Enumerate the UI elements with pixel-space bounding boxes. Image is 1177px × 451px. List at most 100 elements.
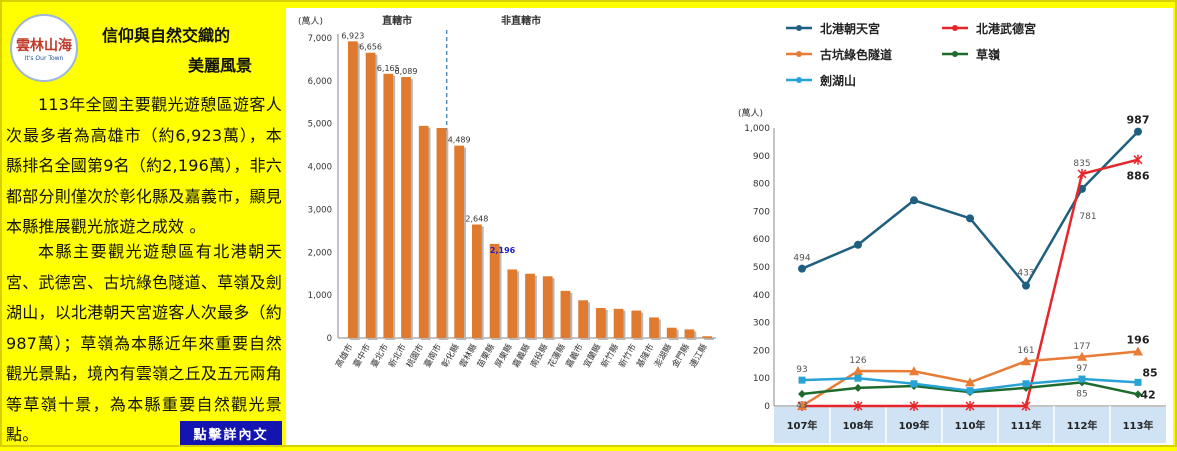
line-data-label: 177 bbox=[1073, 342, 1090, 352]
line-data-label: 494 bbox=[793, 254, 810, 264]
bar-連江縣 bbox=[702, 336, 713, 338]
line-point bbox=[1021, 401, 1031, 411]
line-point bbox=[965, 377, 975, 387]
chart-panel: (萬人) 0 1,000 2,000 3,000 4,000 5,000 6,000 7,000… bbox=[286, 8, 1173, 445]
line-y-tick-label: 700 bbox=[753, 207, 770, 217]
line-point bbox=[797, 401, 807, 410]
line-data-label: 97 bbox=[1076, 364, 1087, 374]
line-point bbox=[854, 374, 862, 382]
bar-group-label-municipal: 直轄市 bbox=[382, 14, 412, 27]
bar-彰化縣 bbox=[454, 145, 465, 338]
line-y-tick-label: 200 bbox=[753, 346, 770, 356]
bar-澎湖縣 bbox=[666, 327, 677, 338]
legend-swatch-marker bbox=[796, 25, 802, 31]
legend-label: 北港朝天宮 bbox=[820, 21, 880, 36]
line-y-tick-label: 600 bbox=[753, 235, 770, 245]
bar-臺南市 bbox=[436, 128, 447, 338]
line-x-tick-label: 110年 bbox=[955, 419, 986, 432]
bar-y-tick-label: 7,000 bbox=[308, 34, 332, 44]
text-panel: 雲林山海 It's Our Town 信仰與自然交織的 美麗風景 113年全國主… bbox=[2, 2, 286, 449]
bar-桃園市 bbox=[418, 125, 429, 338]
line-point bbox=[854, 240, 862, 249]
line-point bbox=[965, 401, 975, 411]
bar-苗栗縣 bbox=[489, 243, 500, 338]
bar-臺中市 bbox=[365, 52, 376, 338]
line-y-tick-label: 400 bbox=[753, 291, 770, 301]
bar-新竹縣 bbox=[613, 308, 624, 338]
line-point bbox=[1022, 380, 1030, 388]
line-point bbox=[798, 376, 806, 384]
line-x-tick-label: 108年 bbox=[843, 419, 874, 432]
line-data-label: 886 bbox=[1127, 170, 1150, 183]
line-data-label: 781 bbox=[1079, 212, 1096, 222]
line-y-tick-label: 900 bbox=[753, 152, 770, 162]
bar-嘉義縣 bbox=[525, 273, 535, 338]
bar-臺北市 bbox=[383, 73, 394, 339]
bar-y-tick-label: 6,000 bbox=[308, 77, 332, 87]
bar-data-label: 6,656 bbox=[359, 43, 382, 52]
line-point bbox=[1134, 390, 1142, 399]
line-y-tick-label: 300 bbox=[753, 319, 770, 329]
line-series-北港朝天宮 bbox=[801, 130, 1139, 288]
line-x-category-strip bbox=[774, 407, 1166, 443]
bar-y-tick-label: 2,000 bbox=[308, 248, 332, 258]
bar-雲林縣 bbox=[471, 224, 482, 338]
paragraph-attractions: 本縣主要觀光遊憩區有北港朝天宮、武德宮、古坑綠色隧道、草嶺及劍湖山，以北港朝天宮… bbox=[6, 242, 282, 444]
paragraph-visitor-ranking: 113年全國主要觀光遊憩區遊客人次最多者為高雄市（約6,923萬），本縣排名全國… bbox=[6, 95, 282, 236]
legend-label: 古坑綠色隧道 bbox=[820, 47, 892, 62]
line-point bbox=[1021, 356, 1031, 366]
line-point bbox=[1077, 168, 1087, 179]
bar-基隆市 bbox=[649, 317, 659, 338]
read-more-button[interactable]: 點擊詳內文 bbox=[180, 421, 282, 445]
line-point bbox=[1133, 154, 1143, 165]
bar-data-label: 2,196 bbox=[490, 246, 516, 255]
line-point bbox=[798, 264, 806, 273]
logo-subtext: It's Our Town bbox=[24, 54, 64, 62]
line-point bbox=[1134, 378, 1142, 386]
line-point bbox=[966, 387, 974, 395]
line-x-tick-label: 113年 bbox=[1123, 419, 1154, 432]
line-unit-label: (萬人) bbox=[738, 107, 763, 119]
bar-group-label-nonmunicipal: 非直轄市 bbox=[501, 14, 541, 27]
bar-y-tick-label: 0 bbox=[327, 334, 332, 344]
line-x-tick-label: 107年 bbox=[787, 419, 818, 432]
line-point bbox=[966, 214, 974, 223]
line-point bbox=[853, 401, 863, 411]
bar-y-tick-label: 5,000 bbox=[308, 120, 332, 130]
line-y-tick-label: 1,000 bbox=[744, 124, 770, 134]
line-data-label: 433 bbox=[1017, 269, 1034, 279]
bar-chart-city-visitors: (萬人) 0 1,000 2,000 3,000 4,000 5,000 6,000 7,000… bbox=[298, 14, 716, 370]
line-data-label: 42 bbox=[1140, 388, 1155, 401]
legend-label: 北港武德宮 bbox=[976, 21, 1036, 36]
legend-swatch-marker bbox=[796, 77, 802, 83]
bar-data-label: 6,165 bbox=[377, 64, 400, 73]
logo-text: 雲林山海 bbox=[16, 37, 72, 54]
bar-data-label: 6,089 bbox=[395, 67, 418, 76]
line-point bbox=[1078, 375, 1086, 383]
bar-新竹市 bbox=[631, 310, 642, 338]
line-data-label: 93 bbox=[796, 365, 807, 375]
line-point bbox=[1022, 281, 1030, 290]
line-data-label: 196 bbox=[1127, 334, 1150, 347]
line-x-tick-label: 112年 bbox=[1067, 419, 1098, 432]
line-y-tick-label: 100 bbox=[753, 374, 770, 384]
bar-新北市 bbox=[401, 77, 411, 339]
bar-y-tick-label: 1,000 bbox=[308, 291, 332, 301]
bar-金門縣 bbox=[684, 329, 695, 338]
line-data-label: 161 bbox=[1017, 346, 1034, 356]
line-point bbox=[854, 383, 862, 392]
legend-swatch-marker bbox=[952, 51, 958, 57]
legend-swatch-marker bbox=[952, 25, 958, 31]
line-y-tick-label: 800 bbox=[753, 180, 770, 190]
line-point bbox=[1134, 127, 1142, 136]
line-y-tick-label: 500 bbox=[753, 263, 770, 273]
line-point bbox=[909, 366, 919, 376]
bar-屏東縣 bbox=[507, 269, 518, 338]
line-y-tick-label: 0 bbox=[764, 402, 770, 412]
line-data-label: 987 bbox=[1127, 114, 1150, 127]
bar-data-label: 4,489 bbox=[448, 136, 471, 145]
line-data-label: 126 bbox=[849, 356, 866, 366]
line-point bbox=[910, 196, 918, 205]
line-data-label: 85 bbox=[1142, 366, 1157, 379]
